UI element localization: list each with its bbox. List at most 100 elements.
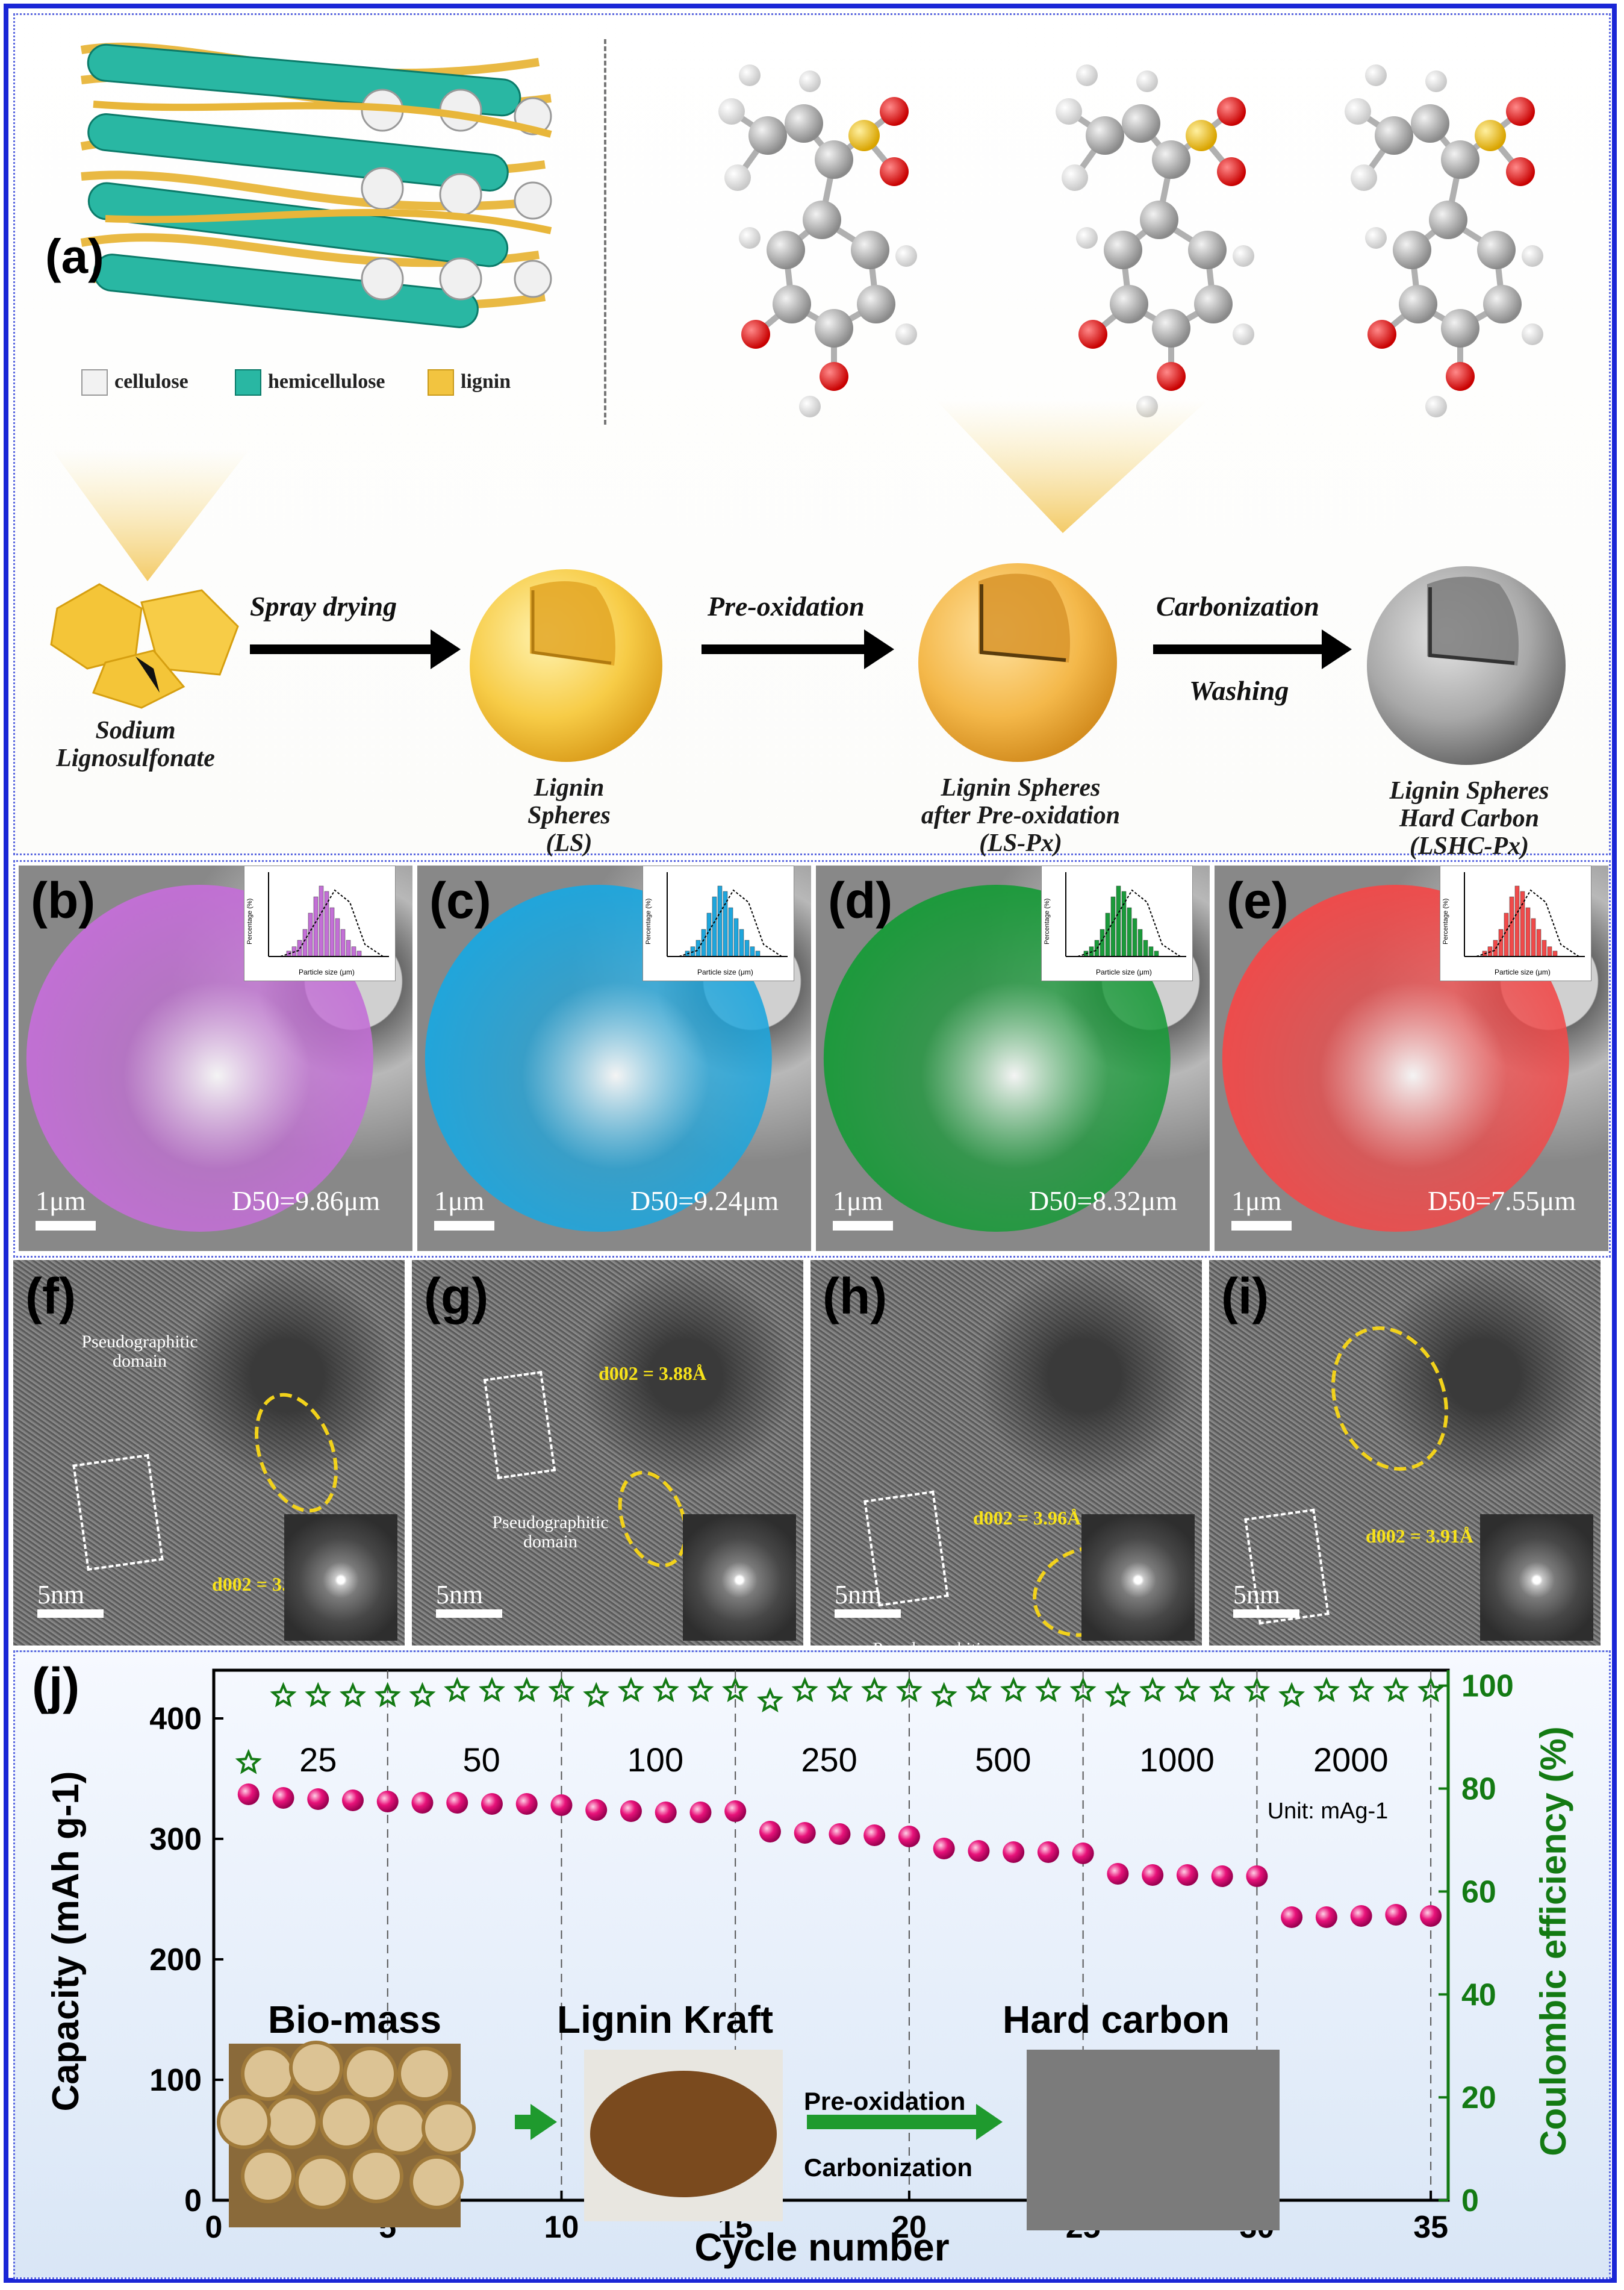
y-tick-label: 0 bbox=[184, 2183, 202, 2218]
wood-log-end bbox=[373, 2101, 428, 2155]
scale-bar bbox=[1231, 1221, 1292, 1231]
wood-log-end bbox=[217, 2095, 271, 2149]
panel-label: (i) bbox=[1221, 1268, 1269, 1324]
capacity-point bbox=[376, 1791, 399, 1812]
y2-tick-label: 0 bbox=[1461, 2183, 1479, 2218]
ce-point bbox=[861, 1676, 888, 1702]
tem-panel: (f) Pseudographitic domain d002 = 3.81Å … bbox=[13, 1260, 405, 1646]
ce-point bbox=[756, 1687, 784, 1713]
figure-frame bbox=[4, 4, 1617, 2283]
ce-point bbox=[235, 1749, 262, 1774]
arrow-label-carbonization: Carbonization bbox=[1156, 591, 1319, 622]
ce-point bbox=[1139, 1676, 1166, 1702]
green-arrow-shaft bbox=[807, 2115, 978, 2129]
rate-label: 100 bbox=[627, 1741, 683, 1779]
y2-tick-label: 20 bbox=[1461, 2080, 1496, 2115]
tem-row: (f) Pseudographitic domain d002 = 3.81Å … bbox=[13, 1260, 1611, 1646]
capacity-point bbox=[724, 1800, 747, 1822]
histogram: Percentage (%) Particle size (μm) bbox=[246, 872, 389, 976]
y2-axis-label: Coulombic efficiency (%) bbox=[1533, 1726, 1573, 2156]
hard-carbon-tem-photo bbox=[1027, 2050, 1280, 2230]
svg-text:Percentage (%): Percentage (%) bbox=[645, 899, 652, 944]
sem-panel: (d) Percentage (%) Particle size (μm) 1μ… bbox=[816, 866, 1210, 1251]
y-tick-label: 200 bbox=[149, 1942, 202, 1977]
fft-inset bbox=[683, 1514, 796, 1641]
green-arrow-head bbox=[530, 2104, 557, 2140]
panel-label: (b) bbox=[31, 872, 96, 929]
wood-log-end bbox=[241, 2149, 295, 2203]
x-tick-label: 35 bbox=[1413, 2210, 1448, 2245]
rate-label: 1000 bbox=[1139, 1741, 1215, 1779]
ce-point bbox=[1174, 1676, 1201, 1702]
capacity-point bbox=[759, 1821, 781, 1842]
capacity-point bbox=[898, 1826, 920, 1847]
d002-label: d002 = 3.96Å bbox=[973, 1507, 1081, 1529]
panel-label: (c) bbox=[429, 872, 491, 929]
capacity-point bbox=[1176, 1864, 1198, 1886]
panel-label: (f) bbox=[25, 1268, 76, 1324]
tem-panel: (g) Pseudographitic domain d002 = 3.88Å … bbox=[412, 1260, 803, 1646]
ce-point bbox=[305, 1682, 332, 1708]
process-arrows bbox=[250, 629, 1352, 669]
x-axis-label: Cycle number bbox=[694, 2226, 949, 2269]
inset-biomass-label: Bio-mass bbox=[268, 1998, 441, 2041]
panel-label: (g) bbox=[424, 1268, 489, 1324]
ce-point bbox=[583, 1682, 610, 1708]
panel-label: (d) bbox=[828, 872, 893, 929]
capacity-point bbox=[481, 1793, 503, 1815]
wood-log-end bbox=[422, 2101, 476, 2155]
svg-text:Percentage (%): Percentage (%) bbox=[246, 899, 254, 944]
d50-label: D50=8.32μm bbox=[1029, 1185, 1178, 1216]
caption-lignin-spheres: Lignin Spheres (LS) bbox=[527, 774, 611, 857]
green-arrow-head bbox=[976, 2104, 1003, 2140]
wood-log-end bbox=[343, 2047, 397, 2101]
scale-bar-label: 1μm bbox=[1231, 1185, 1282, 1216]
fft-inset bbox=[1480, 1514, 1593, 1641]
capacity-point bbox=[1107, 1863, 1129, 1885]
histogram: Percentage (%) Particle size (μm) bbox=[1442, 872, 1585, 976]
wood-log-end bbox=[349, 2149, 403, 2203]
panel-label-j: (j) bbox=[32, 1658, 79, 1714]
legend-cellulose-swatch bbox=[81, 369, 108, 396]
kraft-powder bbox=[590, 2071, 777, 2197]
tem-panel: (i) Pseudographitic domain d002 = 3.91Å … bbox=[1209, 1260, 1601, 1646]
panel-j-chart: 051015202530350100200300400020406080100C… bbox=[13, 1650, 1611, 2279]
pseudographitic-domain-label: Pseudographitic domain bbox=[853, 1640, 1009, 1646]
svg-text:Particle size (μm): Particle size (μm) bbox=[299, 968, 355, 976]
ce-point bbox=[1383, 1676, 1410, 1702]
capacity-point bbox=[794, 1822, 816, 1844]
ce-point bbox=[478, 1676, 506, 1702]
size-distribution-inset: Percentage (%) Particle size (μm) bbox=[1440, 866, 1591, 981]
ce-point bbox=[617, 1676, 645, 1702]
rate-label: 25 bbox=[299, 1741, 337, 1779]
capacity-point bbox=[1072, 1842, 1094, 1864]
ce-point bbox=[1000, 1676, 1027, 1702]
sphere-ls-px bbox=[918, 563, 1117, 762]
capacity-point bbox=[1211, 1865, 1233, 1887]
y-tick-label: 400 bbox=[149, 1702, 202, 1736]
x-tick-label: 0 bbox=[205, 2210, 223, 2245]
ce-point bbox=[826, 1676, 853, 1702]
y2-tick-label: 60 bbox=[1461, 1874, 1496, 1909]
sem-panel: (c) Percentage (%) Particle size (μm) 1μ… bbox=[417, 866, 811, 1251]
sodium-lignosulfonate-crystals bbox=[50, 583, 239, 709]
y2-tick-label: 80 bbox=[1461, 1772, 1496, 1807]
ce-point bbox=[895, 1676, 923, 1702]
sem-panel: (e) Percentage (%) Particle size (μm) 1μ… bbox=[1215, 866, 1608, 1251]
capacity-point bbox=[1350, 1905, 1372, 1927]
panel-label-a: (a) bbox=[45, 229, 104, 283]
capacity-point bbox=[1315, 1906, 1337, 1928]
scale-bar-label: 5nm bbox=[436, 1580, 484, 1609]
ce-point bbox=[444, 1676, 471, 1702]
scale-bar-label: 5nm bbox=[835, 1580, 882, 1609]
capacity-point bbox=[272, 1787, 294, 1809]
wood-log-end bbox=[397, 2047, 452, 2101]
inset-carb-label: Carbonization bbox=[804, 2153, 972, 2182]
scale-bar bbox=[835, 1609, 901, 1618]
divider bbox=[604, 39, 606, 425]
capacity-point bbox=[933, 1838, 955, 1859]
rate-label: 50 bbox=[462, 1741, 500, 1779]
capacity-point bbox=[1420, 1905, 1442, 1927]
pseudographitic-domain-label: Pseudographitic domain bbox=[81, 1332, 198, 1371]
y-axis-label: Capacity (mAh g-1) bbox=[45, 1771, 87, 2112]
